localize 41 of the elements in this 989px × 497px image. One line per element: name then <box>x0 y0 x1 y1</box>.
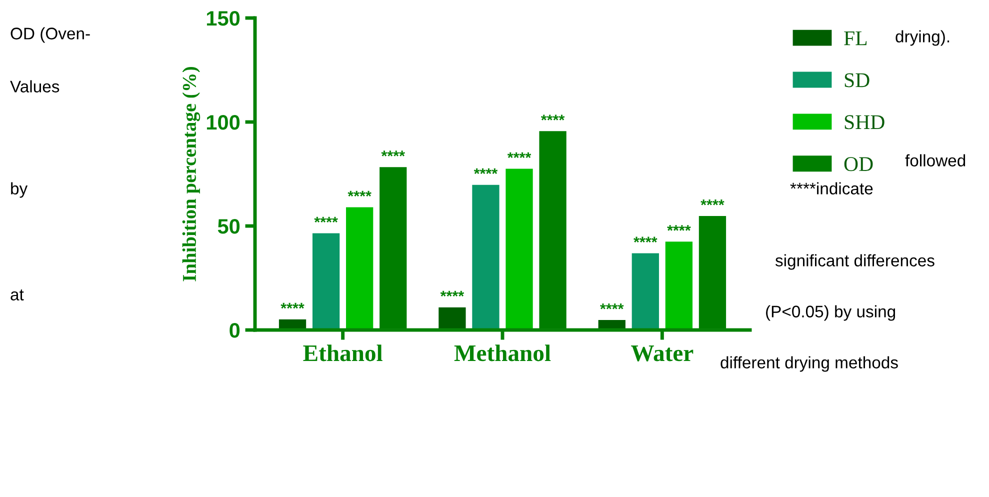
text: by <box>11 182 28 198</box>
data-label: **** <box>507 152 532 158</box>
text: significant differences <box>775 254 934 270</box>
text: followed <box>905 154 966 166</box>
x-tick-label: Ethanol <box>303 344 382 362</box>
bar <box>632 253 659 330</box>
bar <box>346 207 374 330</box>
text: different drying methods <box>720 356 898 372</box>
data-label: **** <box>314 216 338 223</box>
legend-label: OD <box>844 157 873 172</box>
data-label: **** <box>474 168 498 174</box>
text: at <box>10 290 24 300</box>
data-label: **** <box>667 225 691 231</box>
x-tick-label: Water <box>631 346 694 362</box>
data-label: **** <box>634 236 658 242</box>
bar <box>438 307 466 330</box>
legend-label: FL <box>844 31 867 46</box>
y-tick-label: 150 <box>206 11 240 26</box>
y-axis-title: Inhibition percentage (%) <box>182 67 200 282</box>
legend-label: SHD <box>844 115 884 130</box>
data-label: **** <box>700 200 724 206</box>
bar <box>665 242 693 330</box>
bar <box>472 184 500 330</box>
legend-label: SD <box>844 73 870 88</box>
text: ****indicate <box>790 182 873 194</box>
text: OD (Oven- <box>10 27 90 43</box>
y-tick-label: 0 <box>230 323 240 338</box>
data-label: **** <box>440 290 464 297</box>
data-label: **** <box>348 190 372 197</box>
y-tick-label: 100 <box>206 115 240 130</box>
data-label: **** <box>381 150 405 156</box>
text: drying). <box>896 30 950 46</box>
bar <box>506 168 533 330</box>
data-label: **** <box>280 302 304 309</box>
text: Values <box>10 80 60 92</box>
x-tick-label: Methanol <box>454 344 551 362</box>
text: (P<0.05) by using <box>766 305 896 321</box>
bar <box>312 233 340 330</box>
data-label: **** <box>540 114 565 120</box>
y-tick-label: 50 <box>218 219 240 234</box>
data-label: **** <box>600 304 624 310</box>
